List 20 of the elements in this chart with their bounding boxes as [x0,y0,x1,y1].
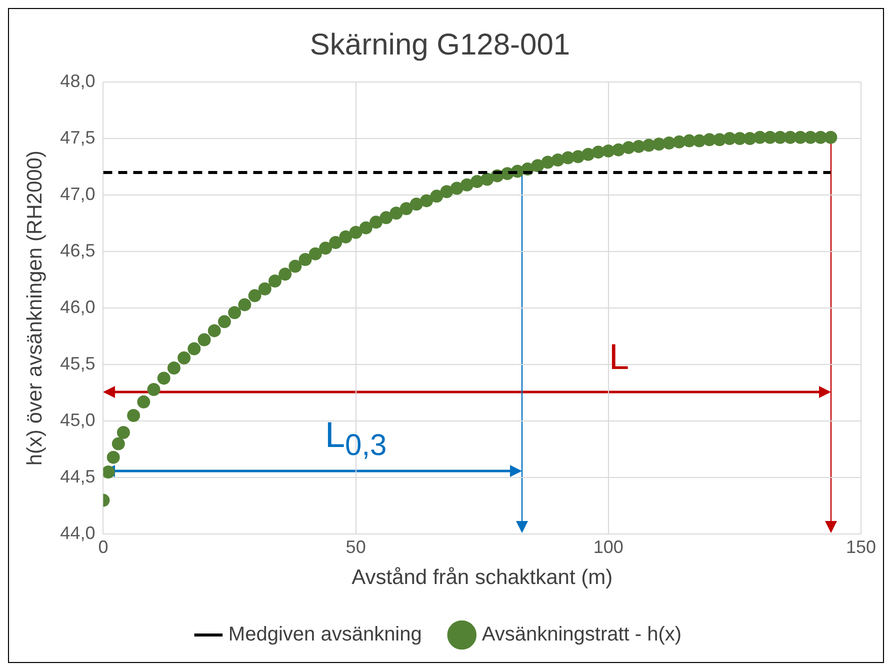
y-tick-label: 46,5 [60,240,96,261]
chart-title: Skärning G128-001 [310,28,570,62]
y-axis-title: h(x) över avsänkningen (RH2000) [23,150,46,466]
y-tick-label: 44,5 [60,466,96,487]
x-tick-label: 100 [593,536,624,557]
y-tick-label: 46,0 [60,297,96,318]
annotation: L$_{0,3}$ [325,414,387,462]
y-tick-label: 47,0 [60,184,96,204]
y-tick-label: 45,0 [60,410,96,430]
x-tick-label: 0 [98,536,108,557]
annotation: L [609,336,630,377]
y-tick-label: 45,5 [60,354,96,374]
legend-label: Avsänkningstratt - h(x) [482,624,682,646]
x-tick-label: 50 [346,536,366,557]
y-tick-label: 48,0 [60,70,96,91]
x-axis-title: Avstånd från schaktkant (m) [352,566,613,590]
y-tick-label: 47,5 [60,127,96,148]
y-tick-label: 44,0 [60,523,96,544]
legend-label: Medgiven avsänkning [228,624,422,646]
x-tick-label: 150 [846,536,876,557]
